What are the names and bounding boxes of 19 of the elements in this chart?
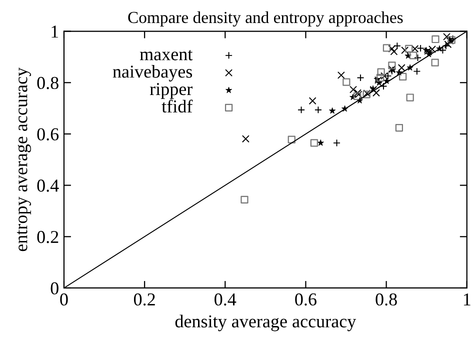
y-tick-label: 0.8 bbox=[37, 76, 58, 90]
y-tick-label: 0 bbox=[50, 282, 58, 294]
x-tick-label: 0 bbox=[60, 293, 68, 306]
x-tick-label: 0.4 bbox=[214, 293, 236, 306]
y-tick-label: 1 bbox=[52, 26, 58, 38]
y-tick-label: 0.6 bbox=[37, 128, 59, 140]
x-tick-label: 0.6 bbox=[295, 293, 316, 306]
x-tick-label: 0.2 bbox=[134, 293, 155, 306]
legend-label: naivebayes bbox=[112, 65, 192, 82]
legend-label: ripper bbox=[150, 83, 193, 99]
x-axis-title: density average accuracy bbox=[175, 314, 356, 332]
chart-title: Compare density and entropy approaches bbox=[128, 11, 403, 27]
x-tick-label: 0.8 bbox=[376, 293, 397, 306]
legend-label: maxent bbox=[140, 50, 193, 60]
y-axis-title: entropy average accuracy bbox=[16, 67, 32, 252]
y-tick-label: 0.2 bbox=[37, 230, 58, 244]
x-tick-label: 1 bbox=[464, 293, 470, 306]
legend-label: tfidf bbox=[162, 100, 193, 113]
y-tick-label: 0.4 bbox=[37, 180, 59, 192]
